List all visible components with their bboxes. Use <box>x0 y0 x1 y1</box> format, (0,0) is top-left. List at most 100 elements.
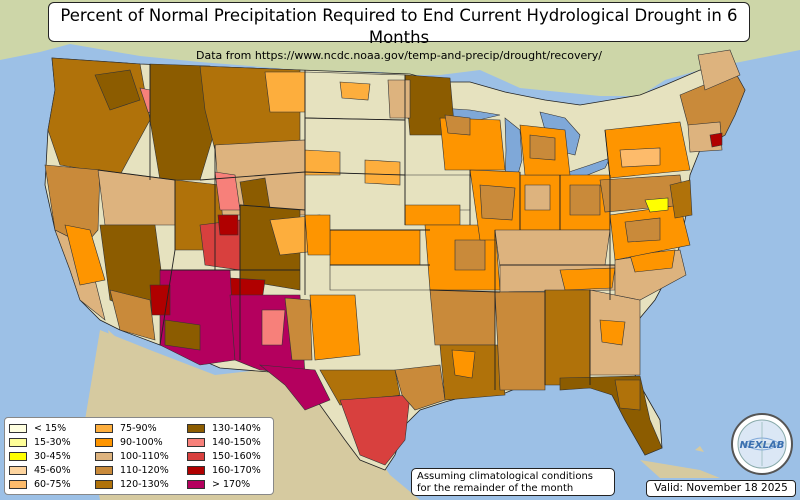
legend-swatch <box>9 465 27 475</box>
region-texas-west <box>259 364 331 411</box>
legend-swatch <box>9 437 27 447</box>
drought-regions <box>44 49 746 466</box>
region-new-mexico-east <box>284 297 313 361</box>
legend-label: 75-90% <box>120 422 157 434</box>
legend: < 15% 15-30% 30-45% 45-60% 60-75% 75-90%… <box>4 417 274 495</box>
legend-item: > 170% <box>187 478 250 490</box>
map-title: Percent of Normal Precipitation Required… <box>60 6 738 47</box>
legend-item: 30-45% <box>9 450 71 462</box>
bahamas-land <box>695 446 704 452</box>
legend-swatch <box>187 479 205 489</box>
legend-item: 60-75% <box>9 478 71 490</box>
region-arizona <box>159 269 236 366</box>
legend-item: 140-150% <box>187 436 261 448</box>
legend-swatch <box>9 479 27 489</box>
legend-label: 90-100% <box>120 436 163 448</box>
valid-date: Valid: November 18 2025 <box>646 480 796 497</box>
legend-item: 150-160% <box>187 450 261 462</box>
region-rhode-island <box>709 132 723 148</box>
region-iowa-south <box>404 204 461 226</box>
legend-swatch <box>95 479 113 489</box>
region-new-mexico-central <box>261 309 286 346</box>
legend-item: 100-110% <box>95 450 169 462</box>
region-minnesota-west <box>387 79 411 119</box>
assumption-note: Assuming climatological conditions for t… <box>411 468 615 496</box>
region-illinois-central <box>479 184 516 221</box>
region-central-valley <box>64 224 106 286</box>
legend-swatch <box>187 437 205 447</box>
logo-text: NEXLAB <box>740 440 785 451</box>
legend-label: < 15% <box>34 422 67 434</box>
legend-swatch <box>187 465 205 475</box>
cuba-land <box>640 460 720 478</box>
region-texas-east <box>394 364 446 411</box>
state-borders <box>97 64 615 390</box>
legend-label: 110-120% <box>120 464 169 476</box>
legend-swatch <box>95 437 113 447</box>
region-georgia-central <box>599 319 626 346</box>
legend-swatch <box>187 451 205 461</box>
legend-label: 100-110% <box>120 450 169 462</box>
legend-item: 45-60% <box>9 464 71 476</box>
region-north-carolina-north <box>629 249 676 273</box>
legend-item: 120-130% <box>95 478 169 490</box>
region-oklahoma <box>329 264 431 291</box>
region-texas-south <box>339 394 411 466</box>
region-south-dakota-east <box>364 159 401 186</box>
legend-swatch <box>9 423 27 433</box>
region-florida-central <box>614 379 641 411</box>
note-line-1: Assuming climatological conditions <box>417 471 593 482</box>
legend-swatch <box>95 465 113 475</box>
legend-swatch <box>95 423 113 433</box>
legend-label: > 170% <box>212 478 251 490</box>
legend-label: 130-140% <box>212 422 261 434</box>
legend-swatch <box>187 423 205 433</box>
legend-item: 160-170% <box>187 464 261 476</box>
region-kansas <box>329 229 421 266</box>
legend-item: 15-30% <box>9 436 71 448</box>
legend-label: 150-160% <box>212 450 261 462</box>
region-texas-central <box>319 369 401 406</box>
region-arizona-west <box>149 284 171 316</box>
legend-label: 140-150% <box>212 436 261 448</box>
gulf-of-mexico <box>420 385 625 470</box>
region-arizona-south <box>164 319 201 351</box>
region-alabama <box>544 289 591 386</box>
legend-swatch <box>9 451 27 461</box>
region-indiana-central <box>524 184 551 211</box>
region-cascades <box>94 69 141 111</box>
region-ohio-central <box>569 184 601 216</box>
region-mississippi <box>494 291 546 391</box>
region-wisconsin-north <box>444 114 471 136</box>
legend-item: 130-140% <box>187 422 261 434</box>
legend-swatch <box>95 451 113 461</box>
title-box: Percent of Normal Precipitation Required… <box>48 2 750 62</box>
region-louisiana-north <box>451 349 476 379</box>
legend-label: 15-30% <box>34 436 71 448</box>
region-arkansas <box>429 289 496 346</box>
nexlab-logo-icon: NEXLAB <box>731 413 793 475</box>
region-texas-panhandle <box>309 294 361 361</box>
region-new-york-central <box>619 147 661 168</box>
region-maine-north <box>697 49 741 91</box>
note-line-2: for the remainder of the month <box>417 483 574 494</box>
region-utah-hotspot <box>217 214 239 236</box>
region-southern-california <box>109 289 156 341</box>
region-montana-east <box>264 71 306 113</box>
map-subtitle: Data from https://www.ncdc.noaa.gov/temp… <box>196 49 602 62</box>
region-virginia-central <box>624 217 661 243</box>
region-colorado-plains <box>304 214 331 256</box>
legend-label: 120-130% <box>120 478 169 490</box>
legend-label: 30-45% <box>34 450 71 462</box>
region-missouri-central <box>454 239 486 271</box>
region-kentucky <box>494 229 611 269</box>
legend-label: 45-60% <box>34 464 71 476</box>
legend-item: 110-120% <box>95 464 169 476</box>
legend-item: < 15% <box>9 422 66 434</box>
region-north-dakota-east <box>339 81 371 101</box>
legend-item: 90-100% <box>95 436 163 448</box>
legend-label: 60-75% <box>34 478 71 490</box>
region-new-jersey <box>669 179 693 219</box>
region-south-dakota-west <box>304 149 341 176</box>
